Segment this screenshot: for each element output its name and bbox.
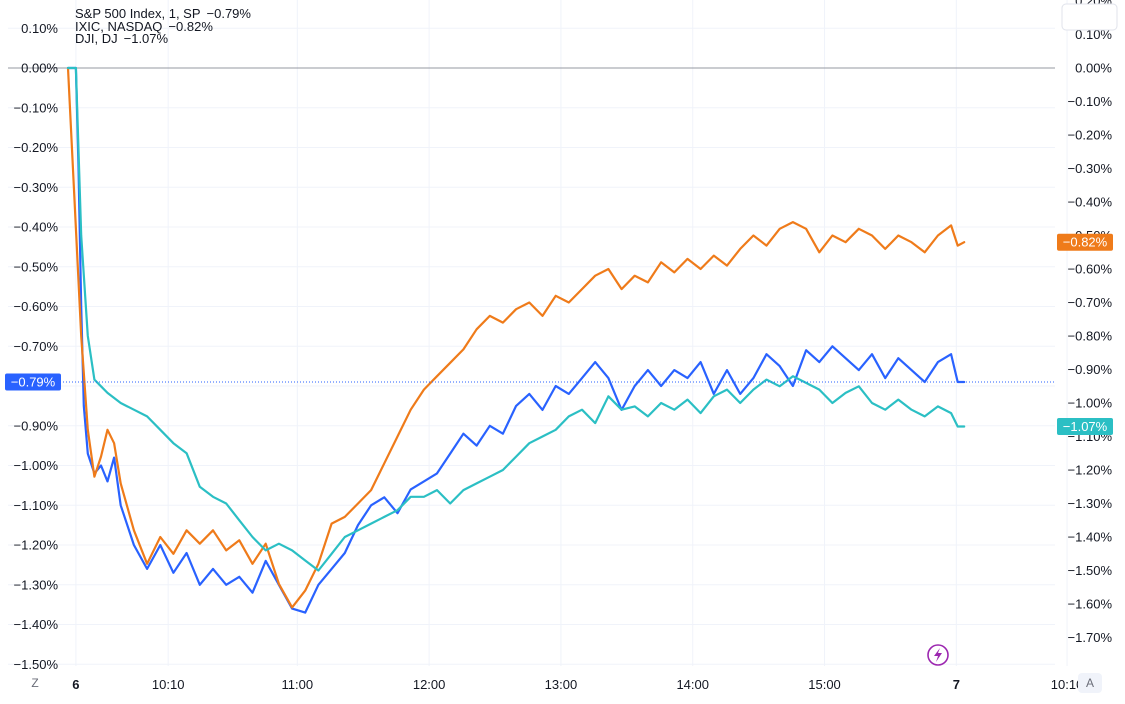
- auto-scale-button[interactable]: [1078, 673, 1102, 693]
- x-axis-tick-label: 10:10: [152, 677, 185, 692]
- left-axis-tick-label: −0.50%: [14, 259, 59, 274]
- x-axis-tick-label: 12:00: [413, 677, 446, 692]
- legend-series-name: IXIC, NASDAQ: [75, 18, 163, 34]
- x-axis-tick-label: 10:10: [1051, 677, 1084, 692]
- right-axis-tick-label: −1.60%: [1068, 597, 1113, 612]
- badge-dji-bg: [1057, 417, 1113, 435]
- x-axis-tick-label: 6: [72, 677, 79, 692]
- left-axis-tick-label: −0.40%: [14, 220, 59, 235]
- legend-row-ixic[interactable]: IXIC, NASDAQ −0.82%: [75, 18, 251, 34]
- badge-nasdaq-bg: [1057, 233, 1113, 251]
- right-axis-tick-label: −1.40%: [1068, 530, 1113, 545]
- legend-series-change: −0.79%: [206, 6, 251, 21]
- lightning-bolt-icon: [934, 648, 942, 662]
- right-axis-tick-label: −0.60%: [1068, 262, 1113, 277]
- badge-sp500-bg: [5, 373, 61, 391]
- legend-series-name: S&P 500 Index, 1, SP: [75, 6, 201, 21]
- x-axis-tick-label: 14:00: [676, 677, 709, 692]
- left-axis-tick-label: −1.40%: [14, 617, 59, 632]
- right-axis-tick-label: −0.70%: [1068, 295, 1113, 310]
- left-axis-tick-label: −0.70%: [14, 339, 59, 354]
- left-axis-tick-label: −1.00%: [14, 458, 59, 473]
- x-axis-tick-label: 15:00: [808, 677, 841, 692]
- badge-dji: −1.07%: [1063, 419, 1108, 434]
- series-line-0[interactable]: [66, 66, 966, 614]
- series-line-2[interactable]: [66, 66, 966, 572]
- right-axis-tick-label: −0.40%: [1068, 195, 1113, 210]
- left-axis-tick-label: 0.10%: [21, 21, 58, 36]
- right-axis-tick-label: −1.50%: [1068, 563, 1113, 578]
- right-axis-tick-label: −1.00%: [1068, 396, 1113, 411]
- right-axis-tick-label: −0.90%: [1068, 362, 1113, 377]
- left-axis-tick-label: −0.10%: [14, 100, 59, 115]
- legend: S&P 500 Index, 1, SP −0.79% IXIC, NASDAQ −…: [75, 6, 251, 46]
- legend-series-change: −0.82%: [168, 18, 213, 34]
- x-axis-tick-label: 7: [953, 677, 960, 692]
- left-axis-tick-label: −1.50%: [14, 657, 59, 672]
- x-axis-tick-label: 13:00: [545, 677, 578, 692]
- timezone-button-label: Z: [31, 676, 38, 690]
- left-axis-tick-label: −0.20%: [14, 140, 59, 155]
- settings-box[interactable]: [1061, 3, 1118, 31]
- left-axis-tick-label: −0.90%: [14, 418, 59, 433]
- right-axis-tick-label: −0.30%: [1068, 161, 1113, 176]
- series-line-1[interactable]: [66, 66, 966, 609]
- right-axis-tick-label: −1.20%: [1068, 463, 1113, 478]
- right-axis-tick-label: −0.80%: [1068, 329, 1113, 344]
- legend-series-change: −1.07%: [123, 31, 169, 46]
- left-axis-tick-label: −1.20%: [14, 538, 59, 553]
- left-axis-tick-label: −1.30%: [14, 577, 59, 592]
- left-axis-tick-label: −1.10%: [14, 498, 59, 513]
- left-axis-tick-label: −0.60%: [14, 299, 59, 314]
- left-axis-tick-label: −0.30%: [14, 180, 59, 195]
- auto-scale-button-label: A: [1086, 676, 1094, 690]
- right-axis-tick-label: 0.10%: [1075, 27, 1112, 42]
- right-axis-tick-label: 0.00%: [1075, 61, 1112, 76]
- right-axis-tick-label: −0.10%: [1068, 94, 1113, 109]
- badge-sp500: −0.79%: [11, 375, 56, 390]
- right-axis-tick-label: −0.20%: [1068, 128, 1113, 143]
- x-axis-tick-label: 11:00: [282, 677, 314, 692]
- legend-series-name: DJI, DJ: [75, 31, 118, 46]
- badge-nasdaq: −0.82%: [1063, 235, 1108, 250]
- legend-row-dji[interactable]: DJI, DJ −1.07%: [75, 31, 251, 46]
- left-axis-tick-label: 0.00%: [21, 61, 58, 76]
- right-axis-tick-label: −1.70%: [1068, 630, 1113, 645]
- right-axis-tick-label: −1.30%: [1068, 496, 1113, 511]
- legend-row-sp500[interactable]: S&P 500 Index, 1, SP −0.79%: [75, 6, 251, 21]
